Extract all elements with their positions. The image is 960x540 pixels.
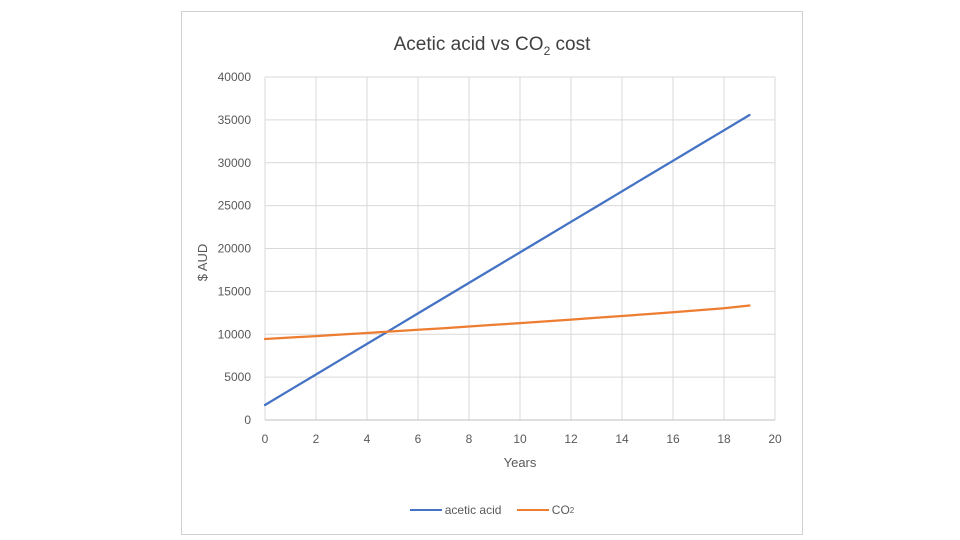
x-tick-label: 8 <box>466 432 473 446</box>
series-line-co2 <box>263 304 751 341</box>
y-tick-label: 35000 <box>218 113 252 127</box>
x-tick-label: 0 <box>262 432 269 446</box>
x-tick-label: 2 <box>313 432 320 446</box>
y-tick-label: 5000 <box>224 370 251 384</box>
chart-frame: Acetic acid vs CO2 cost acetic acid CO 2 <box>181 11 803 535</box>
x-tick-label: 4 <box>364 432 371 446</box>
chart-title: Acetic acid vs CO2 cost <box>393 34 591 58</box>
x-axis-title: Years <box>504 455 537 470</box>
y-tick-label: 20000 <box>218 242 252 256</box>
y-axis-title: $ AUD <box>195 244 210 282</box>
y-tick-label: 0 <box>244 413 251 427</box>
chart-legend: acetic acid CO 2 <box>182 500 802 517</box>
x-tick-label: 12 <box>564 432 578 446</box>
x-tick-label: 20 <box>768 432 782 446</box>
legend-item-co2: CO 2 <box>516 503 574 517</box>
legend-swatch-co2 <box>516 509 549 511</box>
x-tick-label: 16 <box>666 432 680 446</box>
legend-swatch-acetic-acid <box>409 509 442 511</box>
x-tick-label: 14 <box>615 432 629 446</box>
y-tick-label: 40000 <box>218 70 252 84</box>
y-tick-label: 10000 <box>218 327 252 341</box>
x-tick-label: 10 <box>513 432 527 446</box>
y-tick-label: 30000 <box>218 156 252 170</box>
x-tick-label: 6 <box>415 432 422 446</box>
y-tick-label: 15000 <box>218 284 252 298</box>
legend-item-acetic-acid: acetic acid <box>409 503 501 517</box>
series-line-acetic-acid <box>263 113 751 407</box>
y-tick-label: 25000 <box>218 199 252 213</box>
x-tick-label: 18 <box>717 432 731 446</box>
